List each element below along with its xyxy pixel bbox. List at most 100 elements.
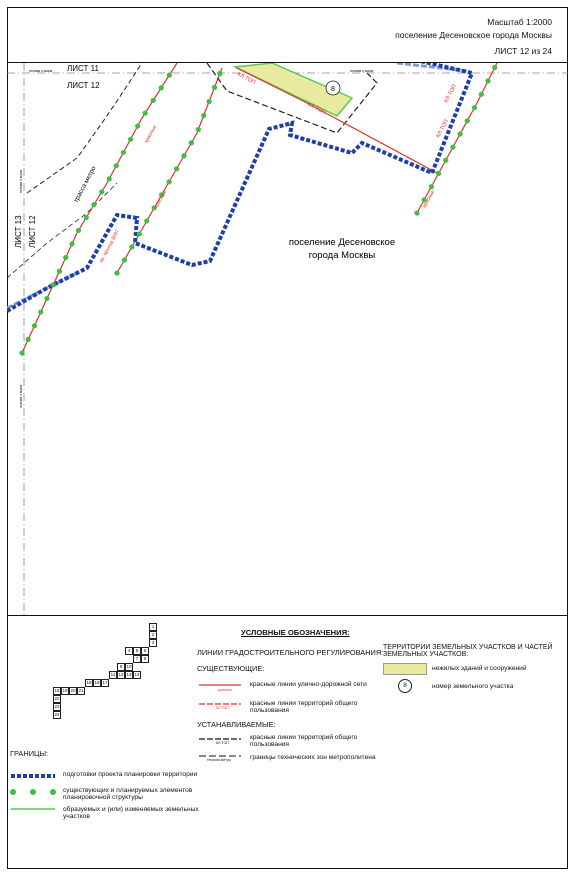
boundary-dot xyxy=(158,85,164,91)
boundary-dot xyxy=(450,144,456,150)
sheet-label-west: ЛИСТ 13 xyxy=(14,215,23,248)
sheet-index-cell: 18 xyxy=(53,687,61,695)
regulation-heading: ЛИНИИ ГРАДОСТРОИТЕЛЬНОГО РЕГУЛИРОВАНИЯ: xyxy=(197,648,384,657)
boundary-dot xyxy=(142,110,148,116)
boundary-dot xyxy=(19,350,25,356)
sheet-index-cell: 22 xyxy=(53,695,61,703)
boundary-dot xyxy=(457,131,463,137)
boundary-dot xyxy=(188,140,195,146)
existing-heading: СУЩЕСТВУЮЩИЕ: xyxy=(197,664,265,673)
sheet-index-cell: 24 xyxy=(53,711,61,719)
kl-top-label: КЛ ТОП xyxy=(435,119,450,139)
title-block: Масштаб 1:2000 поселение Десеновское гор… xyxy=(7,7,568,63)
sheet-index-cell: 5 xyxy=(133,647,141,655)
junction-line-label: линия стыка xyxy=(18,384,23,408)
sheet-index-cell: 6 xyxy=(141,647,149,655)
junction-line-label: линия стыка xyxy=(350,68,374,73)
red-line-label: красные xyxy=(154,189,169,209)
boundary-dot xyxy=(151,205,157,211)
parcel-number: 8 xyxy=(331,86,335,93)
boundary-dot xyxy=(492,64,498,71)
sheet-index-cell: 16 xyxy=(93,679,101,687)
boundary-dot xyxy=(435,170,442,177)
boundary-dot xyxy=(113,163,119,169)
existing-item-street: красные линии улично-дорожной сети xyxy=(250,681,367,688)
sheet-index-cell: 12 xyxy=(117,671,125,679)
settlement-label: поселение Десеновское xyxy=(289,237,395,248)
boundary-dot xyxy=(83,214,89,221)
grey-border-segment xyxy=(396,63,468,73)
boundary-dot xyxy=(136,231,142,237)
metro-route-label: трасса метро xyxy=(73,165,98,204)
boundary-dot xyxy=(211,84,218,91)
settlement-label: города Москвы xyxy=(309,250,376,261)
border-item-parcels: образуемых и (или) изменяемых земельных … xyxy=(63,806,199,821)
green-dot-symbol xyxy=(50,789,56,795)
boundary-dot xyxy=(106,176,112,182)
boundary-dot xyxy=(63,254,69,261)
sheet-index-cell: 4 xyxy=(125,647,133,655)
existing-item-public: красные линии территорий общего пользова… xyxy=(250,700,358,715)
sheet-index-cell: 8 xyxy=(141,655,149,663)
sheet-index-cell: 9 xyxy=(117,663,125,671)
boundary-dot xyxy=(485,78,491,84)
boundary-dot xyxy=(471,105,478,111)
sheet-label-north: ЛИСТ 11 xyxy=(67,64,99,73)
sheet-index-cell: 14 xyxy=(133,671,141,679)
planning-structure-boundary-dots xyxy=(19,64,498,356)
boundary-dot xyxy=(25,336,31,342)
sheet-index-cell: 21 xyxy=(77,687,85,695)
sheet-number: ЛИСТ 12 из 24 xyxy=(494,46,552,56)
planning-project-boundary xyxy=(7,63,475,313)
boundary-dot xyxy=(166,179,172,185)
sheet-index-cell: 7 xyxy=(133,655,141,663)
metro-zone-boundary xyxy=(7,182,118,279)
boundary-dot xyxy=(44,295,50,302)
boundary-dot xyxy=(91,202,97,208)
parcel-item-nonresidential: нежилых зданий и сооружений xyxy=(432,665,527,672)
boundary-dot xyxy=(173,166,180,172)
boundary-dot xyxy=(50,282,56,288)
mark-red-lines: красные xyxy=(218,688,232,692)
red-line-street xyxy=(116,67,223,274)
mark-kl-top: КЛ ТОП xyxy=(216,706,229,710)
sheet-index-cell: 20 xyxy=(69,687,77,695)
boundary-dot xyxy=(478,91,484,97)
parcel-number-symbol: 8 xyxy=(398,679,412,693)
scale-label: Масштаб 1:2000 xyxy=(487,17,552,27)
page-frame xyxy=(7,7,568,869)
legend-title: УСЛОВНЫЕ ОБОЗНАЧЕНИЯ: xyxy=(241,628,350,637)
boundary-dot xyxy=(144,218,150,224)
boundary-dot xyxy=(114,270,120,276)
regulation-symbols xyxy=(199,684,241,757)
established-heading: УСТАНАВЛИВАЕМЫЕ: xyxy=(197,720,276,729)
boundary-dot xyxy=(443,157,449,163)
green-dot-symbol xyxy=(10,789,16,795)
proezd-label: пр. проезд 8037 xyxy=(98,228,121,264)
boundary-dot xyxy=(135,123,141,129)
boundary-dot xyxy=(421,197,427,203)
kl-top-label: КЛ ТОП xyxy=(443,84,458,104)
sheet-index-cell: 10 xyxy=(125,663,133,671)
sheet-label-current-top: ЛИСТ 12 xyxy=(67,81,100,90)
boundary-dot xyxy=(414,210,420,216)
junction-line-label: линия стыка xyxy=(29,68,53,73)
boundary-dot xyxy=(127,136,134,142)
border-item-structure: существующих и планируемых элементов пла… xyxy=(63,787,193,802)
boundary-dot xyxy=(201,112,207,119)
settlement-title: поселение Десеновское города Москвы xyxy=(395,30,552,40)
sheet-label-current-left: ЛИСТ 12 xyxy=(28,215,37,248)
boundary-dot xyxy=(181,153,187,159)
non-residential-symbol xyxy=(383,663,427,675)
border-symbols xyxy=(10,774,56,810)
red-line-public xyxy=(236,67,438,174)
boundary-dot xyxy=(159,192,165,198)
boundary-dot xyxy=(206,98,212,105)
mark-metro-zone: техзона метро xyxy=(207,758,231,762)
sheet-index-cell: 11 xyxy=(109,671,117,679)
boundary-dot xyxy=(464,118,470,124)
established-item-public: красные линии территорий общего пользова… xyxy=(250,734,358,749)
boundary-dot xyxy=(166,72,172,78)
sheet-index-cell: 19 xyxy=(61,687,69,695)
map-area: 8 ЛИСТ 11 ЛИСТ 12 ЛИСТ 13 ЛИСТ 12 линия … xyxy=(7,63,568,615)
